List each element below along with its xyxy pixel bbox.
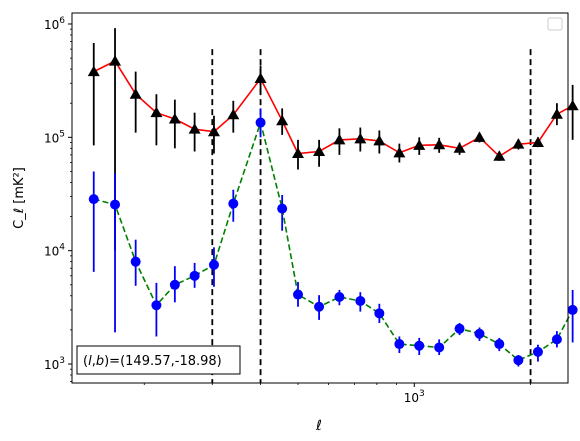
data-point	[512, 138, 525, 149]
series-1	[87, 28, 579, 251]
data-point	[531, 136, 544, 148]
data-point	[433, 138, 446, 150]
data-point	[150, 106, 163, 118]
annotation-open: (	[83, 354, 88, 369]
legend-box	[547, 17, 563, 31]
data-point	[434, 342, 445, 353]
y-tick-label: 103	[44, 356, 65, 372]
data-point	[169, 279, 180, 290]
data-point	[394, 339, 405, 350]
data-point	[254, 72, 267, 84]
data-point	[453, 142, 466, 153]
data-point	[313, 145, 326, 156]
axes: 103 104 105 106 103	[44, 16, 531, 405]
data-point	[473, 131, 486, 142]
data-point	[276, 114, 289, 126]
data-point	[151, 300, 162, 311]
y-axis-label: C_ℓ [mK²]	[12, 167, 27, 229]
x-axis-label: ℓ	[315, 418, 322, 434]
y-tick-label: 104	[44, 243, 65, 259]
vertical-reference-lines	[211, 49, 532, 383]
annotation-value: (149.57,-18.98)	[120, 354, 222, 369]
data-point	[130, 256, 141, 267]
data-point	[109, 55, 122, 66]
data-point	[567, 304, 578, 315]
data-point	[393, 146, 406, 158]
data-point	[374, 308, 385, 319]
annotation-box: (l,b)=(149.57,-18.98)	[76, 345, 241, 375]
data-point	[513, 355, 524, 366]
data-point	[207, 125, 220, 137]
data-point	[87, 65, 100, 77]
annotation-b-symbol: b	[96, 354, 104, 369]
data-point	[314, 301, 325, 312]
svg-text:(l,b)=(149.57,-18.98): (l,b)=(149.57,-18.98)	[83, 354, 222, 369]
data-point	[228, 198, 239, 209]
data-point	[227, 108, 240, 120]
data-point	[334, 292, 345, 303]
data-point	[333, 133, 346, 145]
data-point	[292, 289, 303, 300]
data-point	[474, 328, 485, 339]
data-point	[168, 113, 181, 124]
data-point	[255, 117, 266, 128]
data-point	[189, 270, 200, 281]
data-point	[354, 132, 367, 144]
data-point	[551, 334, 562, 345]
data-point	[532, 346, 543, 357]
data-point	[129, 88, 142, 99]
data-point	[291, 147, 304, 158]
y-tick-label: 106	[44, 16, 65, 32]
data-point	[188, 123, 201, 134]
data-point	[88, 194, 99, 205]
annotation-comma: ,	[92, 354, 96, 369]
data-point	[208, 259, 219, 270]
data-point	[454, 323, 465, 334]
series-layer	[87, 28, 579, 367]
annotation-equals: )=	[104, 354, 120, 369]
y-tick-label: 105	[44, 129, 65, 145]
data-point	[566, 99, 579, 111]
series-2	[88, 108, 578, 367]
annotation-l-symbol: l	[88, 354, 92, 369]
data-point	[414, 340, 425, 351]
data-point	[355, 295, 366, 306]
plot-frame	[71, 12, 569, 384]
plot-area	[72, 13, 568, 383]
data-point	[550, 108, 563, 119]
data-point	[373, 134, 386, 146]
data-point	[277, 203, 288, 214]
data-point	[413, 139, 426, 150]
x-tick-label: 103	[404, 389, 425, 405]
data-point	[494, 339, 505, 350]
data-point	[110, 199, 121, 210]
data-point	[493, 150, 506, 161]
